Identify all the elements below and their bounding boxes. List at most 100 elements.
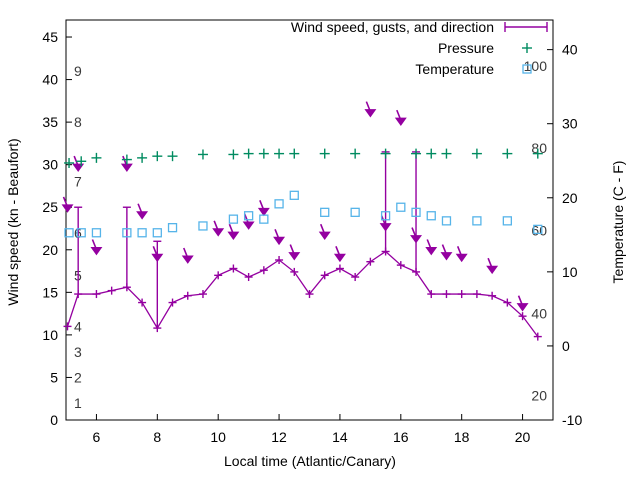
fahrenheit-label: 60	[531, 222, 547, 238]
wind-speed-line	[66, 250, 539, 337]
x-tick-label: 20	[515, 429, 531, 445]
wind-direction-arrow	[455, 246, 468, 263]
data-series	[61, 101, 543, 341]
fahrenheit-label: 100	[524, 58, 548, 74]
temperature-point	[152, 228, 162, 238]
y2-tick-label: 0	[562, 338, 570, 354]
wind-direction-arrow	[333, 246, 346, 263]
legend-sample-square	[522, 64, 532, 74]
temperature-point	[243, 211, 254, 221]
x-tick-label: 12	[271, 429, 287, 445]
beaufort-label: 4	[74, 318, 82, 334]
temperature-point	[411, 207, 421, 217]
temperature-point	[167, 223, 178, 233]
y-tick-label: 5	[50, 369, 58, 385]
wind-direction-arrow	[516, 295, 529, 312]
gust-bar	[122, 206, 131, 288]
wind-direction-arrow	[61, 196, 74, 213]
y-tick-label: 25	[42, 199, 58, 215]
y-tick-label: 35	[42, 114, 58, 130]
fahrenheit-label: 80	[531, 140, 547, 156]
x-tick-label: 16	[393, 429, 409, 445]
gust-bar	[381, 151, 390, 252]
wind-direction-arrow	[425, 239, 438, 256]
wind-direction-arrow	[486, 257, 499, 275]
y2-tick-label: 20	[562, 190, 578, 206]
y-tick-label: 0	[50, 412, 58, 428]
wind-direction-arrow	[288, 244, 301, 261]
legend-label: Pressure	[438, 40, 494, 56]
y-tick-label: 10	[42, 327, 58, 343]
wind-direction-arrow	[440, 244, 453, 261]
wind-direction-arrow	[394, 109, 407, 126]
y-tick-label: 15	[42, 284, 58, 300]
x-axis-title: Local time (Atlantic/Canary)	[224, 453, 396, 469]
plot-border	[65, 19, 554, 421]
wind-direction-arrow	[257, 200, 270, 217]
gust-bar	[74, 206, 83, 295]
temperature-point	[274, 199, 284, 209]
temperature-point	[122, 228, 132, 238]
plot-frame	[65, 19, 554, 421]
beaufort-label: 8	[74, 114, 82, 130]
temperature-point	[289, 190, 299, 200]
wind-direction-arrow	[379, 215, 392, 232]
temperature-point	[426, 211, 436, 221]
x-tick-label: 6	[93, 429, 101, 445]
wind-direction-arrow	[364, 101, 377, 118]
temperature-point	[380, 211, 391, 221]
y2-tick-label: 30	[562, 116, 578, 132]
beaufort-label: 1	[74, 395, 82, 411]
y-tick-label: 20	[42, 242, 58, 258]
y-axis-left: 0 5 10 15 20 25 30 35 40 45	[42, 29, 72, 428]
y-tick-label: 45	[42, 29, 58, 45]
gust-bar	[412, 151, 421, 272]
temperature-point	[350, 207, 360, 217]
y2-tick-label: 40	[562, 42, 578, 58]
beaufort-label: 9	[74, 63, 82, 79]
temperature-point	[76, 228, 86, 238]
x-tick-label: 14	[332, 429, 348, 445]
wind-direction-arrow	[181, 247, 194, 264]
fahrenheit-label: 20	[531, 388, 547, 404]
y2-tick-label: -10	[562, 412, 582, 428]
temperature-point	[91, 228, 102, 238]
temperature-point	[320, 207, 330, 217]
legend-label: Temperature	[415, 61, 494, 77]
beaufort-label: 3	[74, 344, 82, 360]
wind-direction-arrow	[151, 246, 164, 263]
y-tick-label: 40	[42, 72, 58, 88]
y-tick-label: 30	[42, 157, 58, 173]
temperature-point	[396, 202, 406, 212]
wind-direction-arrow	[318, 223, 331, 241]
temperature-point	[228, 214, 239, 224]
temperature-point	[502, 216, 512, 226]
wind-direction-arrow	[136, 203, 149, 220]
beaufort-label: 7	[74, 174, 82, 190]
wind-direction-arrow	[212, 220, 225, 237]
y-axis-right-title: Temperature (C - F)	[610, 161, 626, 284]
temperature-point	[64, 228, 74, 238]
temperature-point	[441, 216, 452, 226]
wind-direction-arrow	[273, 228, 286, 246]
y-axis-right: -10 0 10 20 30 40	[547, 42, 582, 428]
chart-legend: Wind speed, gusts, and direction Pressure…	[291, 19, 548, 77]
temperature-point	[137, 228, 147, 238]
legend-label: Wind speed, gusts, and direction	[291, 19, 494, 35]
temperature-point	[533, 224, 543, 235]
x-tick-label: 18	[454, 429, 470, 445]
wind-direction-arrow	[242, 213, 255, 230]
y-axis-title: Wind speed (kn - Beaufort)	[5, 138, 21, 305]
x-tick-label: 10	[210, 429, 226, 445]
temperature-point	[198, 221, 208, 231]
wind-direction-arrow	[90, 239, 103, 256]
temperature-point	[472, 216, 482, 226]
temperature-point	[259, 214, 269, 224]
wind-direction-arrow	[227, 223, 240, 241]
wind-direction-arrow	[410, 227, 423, 244]
beaufort-label: 2	[74, 369, 82, 385]
y2-tick-label: 10	[562, 264, 578, 280]
x-tick-label: 8	[153, 429, 161, 445]
